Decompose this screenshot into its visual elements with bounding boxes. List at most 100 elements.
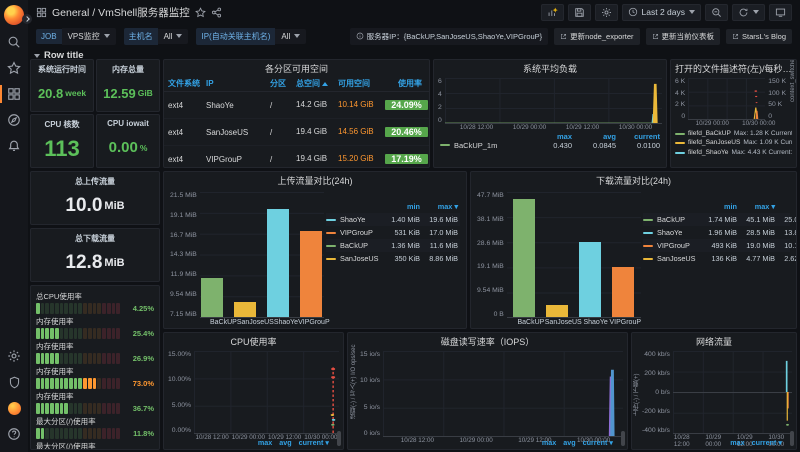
panel-title[interactable]: 下载流量对比(24h) bbox=[595, 176, 671, 186]
right-axis-label: context_switches bbox=[790, 59, 796, 102]
search-icon[interactable] bbox=[0, 29, 28, 55]
tick-label: 28.6 MiB bbox=[477, 239, 504, 247]
panel-title[interactable]: 系统运行时间 bbox=[38, 65, 86, 74]
panel-title[interactable]: 磁盘读写速率（IOPS） bbox=[440, 337, 535, 347]
avatar[interactable] bbox=[0, 395, 28, 421]
legend-headers[interactable]: max avg current ▾ bbox=[258, 438, 329, 447]
col-header[interactable]: 使用率 bbox=[398, 79, 422, 88]
col-header[interactable]: 分区 bbox=[270, 79, 286, 88]
legend-series[interactable]: SanJoseUS bbox=[643, 254, 699, 263]
filter-ip[interactable]: IP(自动关联主机名) All bbox=[196, 27, 307, 45]
legend-series[interactable]: BaCkUP bbox=[326, 241, 382, 250]
plot-area[interactable] bbox=[672, 351, 792, 434]
kiosk-icon[interactable] bbox=[769, 3, 792, 21]
star-icon[interactable] bbox=[194, 6, 206, 18]
tick-label: 10/30 00:00 bbox=[304, 434, 338, 441]
help-icon[interactable] bbox=[0, 421, 28, 447]
panel-title[interactable]: 系统平均负载 bbox=[522, 64, 577, 74]
bar[interactable] bbox=[579, 242, 602, 317]
filter-job[interactable]: JOB VPS监控 bbox=[36, 27, 116, 45]
share-icon[interactable] bbox=[211, 7, 222, 18]
plot-area[interactable] bbox=[194, 351, 339, 434]
bar[interactable] bbox=[201, 278, 224, 317]
link-update-dashboard[interactable]: 更新当前仪表板 bbox=[645, 27, 721, 45]
plot-area[interactable] bbox=[688, 78, 766, 120]
series-lines bbox=[753, 90, 759, 119]
panel-title[interactable]: 总上传流量 bbox=[75, 177, 115, 186]
bar[interactable] bbox=[546, 304, 569, 317]
legend-series[interactable]: ShaoYe bbox=[643, 228, 699, 237]
panel-title[interactable]: 内存总量 bbox=[112, 65, 144, 74]
link-blog[interactable]: StarsL's Blog bbox=[726, 28, 792, 44]
legend-series[interactable]: VIPGrouP bbox=[643, 241, 699, 250]
row-title[interactable]: Row title bbox=[34, 50, 84, 61]
panel-title[interactable]: 各分区可用空间 bbox=[264, 64, 328, 74]
save-icon[interactable] bbox=[567, 3, 591, 21]
star-icon[interactable] bbox=[0, 55, 28, 81]
panel-title[interactable]: 网络流量 bbox=[695, 337, 732, 347]
configuration-icon[interactable] bbox=[0, 343, 28, 369]
grafana-logo[interactable] bbox=[4, 5, 24, 25]
legend-series[interactable]: BaCkUP_1m bbox=[440, 141, 528, 150]
scrollbar[interactable] bbox=[621, 431, 625, 446]
scrollbar[interactable] bbox=[790, 431, 794, 446]
panel-title[interactable]: CPU iowait bbox=[107, 119, 149, 128]
bar[interactable] bbox=[513, 198, 536, 317]
bar[interactable] bbox=[267, 208, 290, 317]
sidebar-expand-icon[interactable] bbox=[22, 14, 32, 24]
col-header[interactable]: IP bbox=[206, 79, 214, 88]
legend-series[interactable]: SanJoseUS bbox=[326, 254, 382, 263]
panel-title[interactable]: 打开的文件描述符(左)/每秒上下… bbox=[675, 64, 796, 74]
scrollbar[interactable] bbox=[337, 431, 341, 446]
panel-title[interactable]: 总下载流量 bbox=[75, 234, 115, 243]
table-row[interactable]: ext4 VIPGrouP / 19.4 GiB 15.20 GiB 17.19… bbox=[164, 146, 429, 167]
col-header-sorted[interactable]: 总空间 bbox=[296, 79, 338, 88]
bar[interactable] bbox=[612, 267, 635, 317]
legend-series[interactable]: filefd_SanJoseUS bbox=[688, 139, 741, 147]
table-row[interactable]: ext4 ShaoYe / 14.2 GiB 10.14 GiB 24.09% bbox=[164, 92, 429, 119]
legend-series[interactable]: BaCkUP bbox=[643, 215, 699, 224]
legend-series[interactable]: ShaoYe bbox=[326, 215, 382, 224]
legend-series[interactable]: VIPGrouP bbox=[326, 228, 382, 237]
series-swatch bbox=[643, 218, 653, 221]
legend-headers[interactable]: max avg current ▾ bbox=[542, 438, 613, 447]
plot-area[interactable] bbox=[199, 192, 324, 318]
time-range-picker[interactable]: Last 2 days bbox=[621, 3, 701, 21]
cell-partition: / bbox=[270, 100, 273, 110]
tick-label: 14.3 MiB bbox=[170, 251, 197, 259]
series-lines bbox=[785, 360, 789, 426]
legend-min: 531 KiB bbox=[394, 228, 420, 237]
plot-area[interactable] bbox=[444, 78, 662, 124]
legend-series[interactable]: filefd_BaCkUP bbox=[688, 129, 731, 137]
col-header[interactable]: 可用空间 bbox=[338, 78, 370, 88]
settings-icon[interactable] bbox=[594, 3, 618, 21]
plot-area[interactable] bbox=[383, 351, 623, 437]
bar[interactable] bbox=[234, 302, 257, 317]
cell-total: 14.2 GiB bbox=[296, 100, 328, 110]
add-panel-icon[interactable] bbox=[540, 3, 564, 21]
legend-row: VIPGrouP 531 KiB 17.0 MiB 9.47 MiB 17.0 … bbox=[326, 226, 460, 239]
zoom-out-icon[interactable] bbox=[705, 3, 728, 21]
dashboards-icon[interactable] bbox=[0, 81, 28, 107]
link-update-node-exporter[interactable]: 更新node_exporter bbox=[554, 27, 640, 45]
breadcrumb[interactable]: General / VmShell服务器监控 bbox=[52, 6, 190, 19]
sort-asc-icon bbox=[322, 81, 328, 86]
panel-title[interactable]: CPU使用率 bbox=[230, 337, 277, 347]
tick-label: 9.54 MiB bbox=[170, 291, 197, 299]
panel-title[interactable]: 上传流量对比(24h) bbox=[277, 176, 353, 186]
y-axis: 47.7 MiB 38.1 MiB 28.6 MiB 19.1 MiB 9.54 MiB… bbox=[477, 192, 507, 318]
bar[interactable] bbox=[300, 231, 323, 317]
explore-icon[interactable] bbox=[0, 107, 28, 133]
shield-icon[interactable] bbox=[0, 369, 28, 395]
table-row[interactable]: ext4 SanJoseUS / 19.4 GiB 14.56 GiB 20.4… bbox=[164, 119, 429, 146]
plot-area[interactable] bbox=[506, 192, 641, 318]
filter-hostname[interactable]: 主机名 All bbox=[123, 27, 189, 45]
col-header[interactable]: 文件系统 bbox=[168, 79, 200, 88]
refresh-button[interactable] bbox=[732, 3, 765, 21]
gauge-value: 73.0% bbox=[132, 378, 154, 388]
legend-headers[interactable]: max current ▾ bbox=[730, 438, 782, 447]
legend-series[interactable]: filefd_ShaoYe bbox=[688, 149, 729, 157]
alerting-icon[interactable] bbox=[0, 133, 28, 159]
panel-title[interactable]: CPU 核数 bbox=[44, 120, 80, 129]
